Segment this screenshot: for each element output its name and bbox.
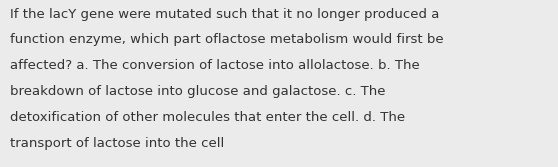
Text: breakdown of lactose into glucose and galactose. c. The: breakdown of lactose into glucose and ga… [10, 85, 386, 98]
Text: transport of lactose into the cell: transport of lactose into the cell [10, 137, 224, 150]
Text: detoxification of other molecules that enter the cell. d. The: detoxification of other molecules that e… [10, 111, 405, 124]
Text: affected? a. The conversion of lactose into allolactose. b. The: affected? a. The conversion of lactose i… [10, 59, 420, 72]
Text: function enzyme, which part oflactose metabolism would first be: function enzyme, which part oflactose me… [10, 33, 444, 46]
Text: If the lacY gene were mutated such that it no longer produced a: If the lacY gene were mutated such that … [10, 8, 439, 21]
